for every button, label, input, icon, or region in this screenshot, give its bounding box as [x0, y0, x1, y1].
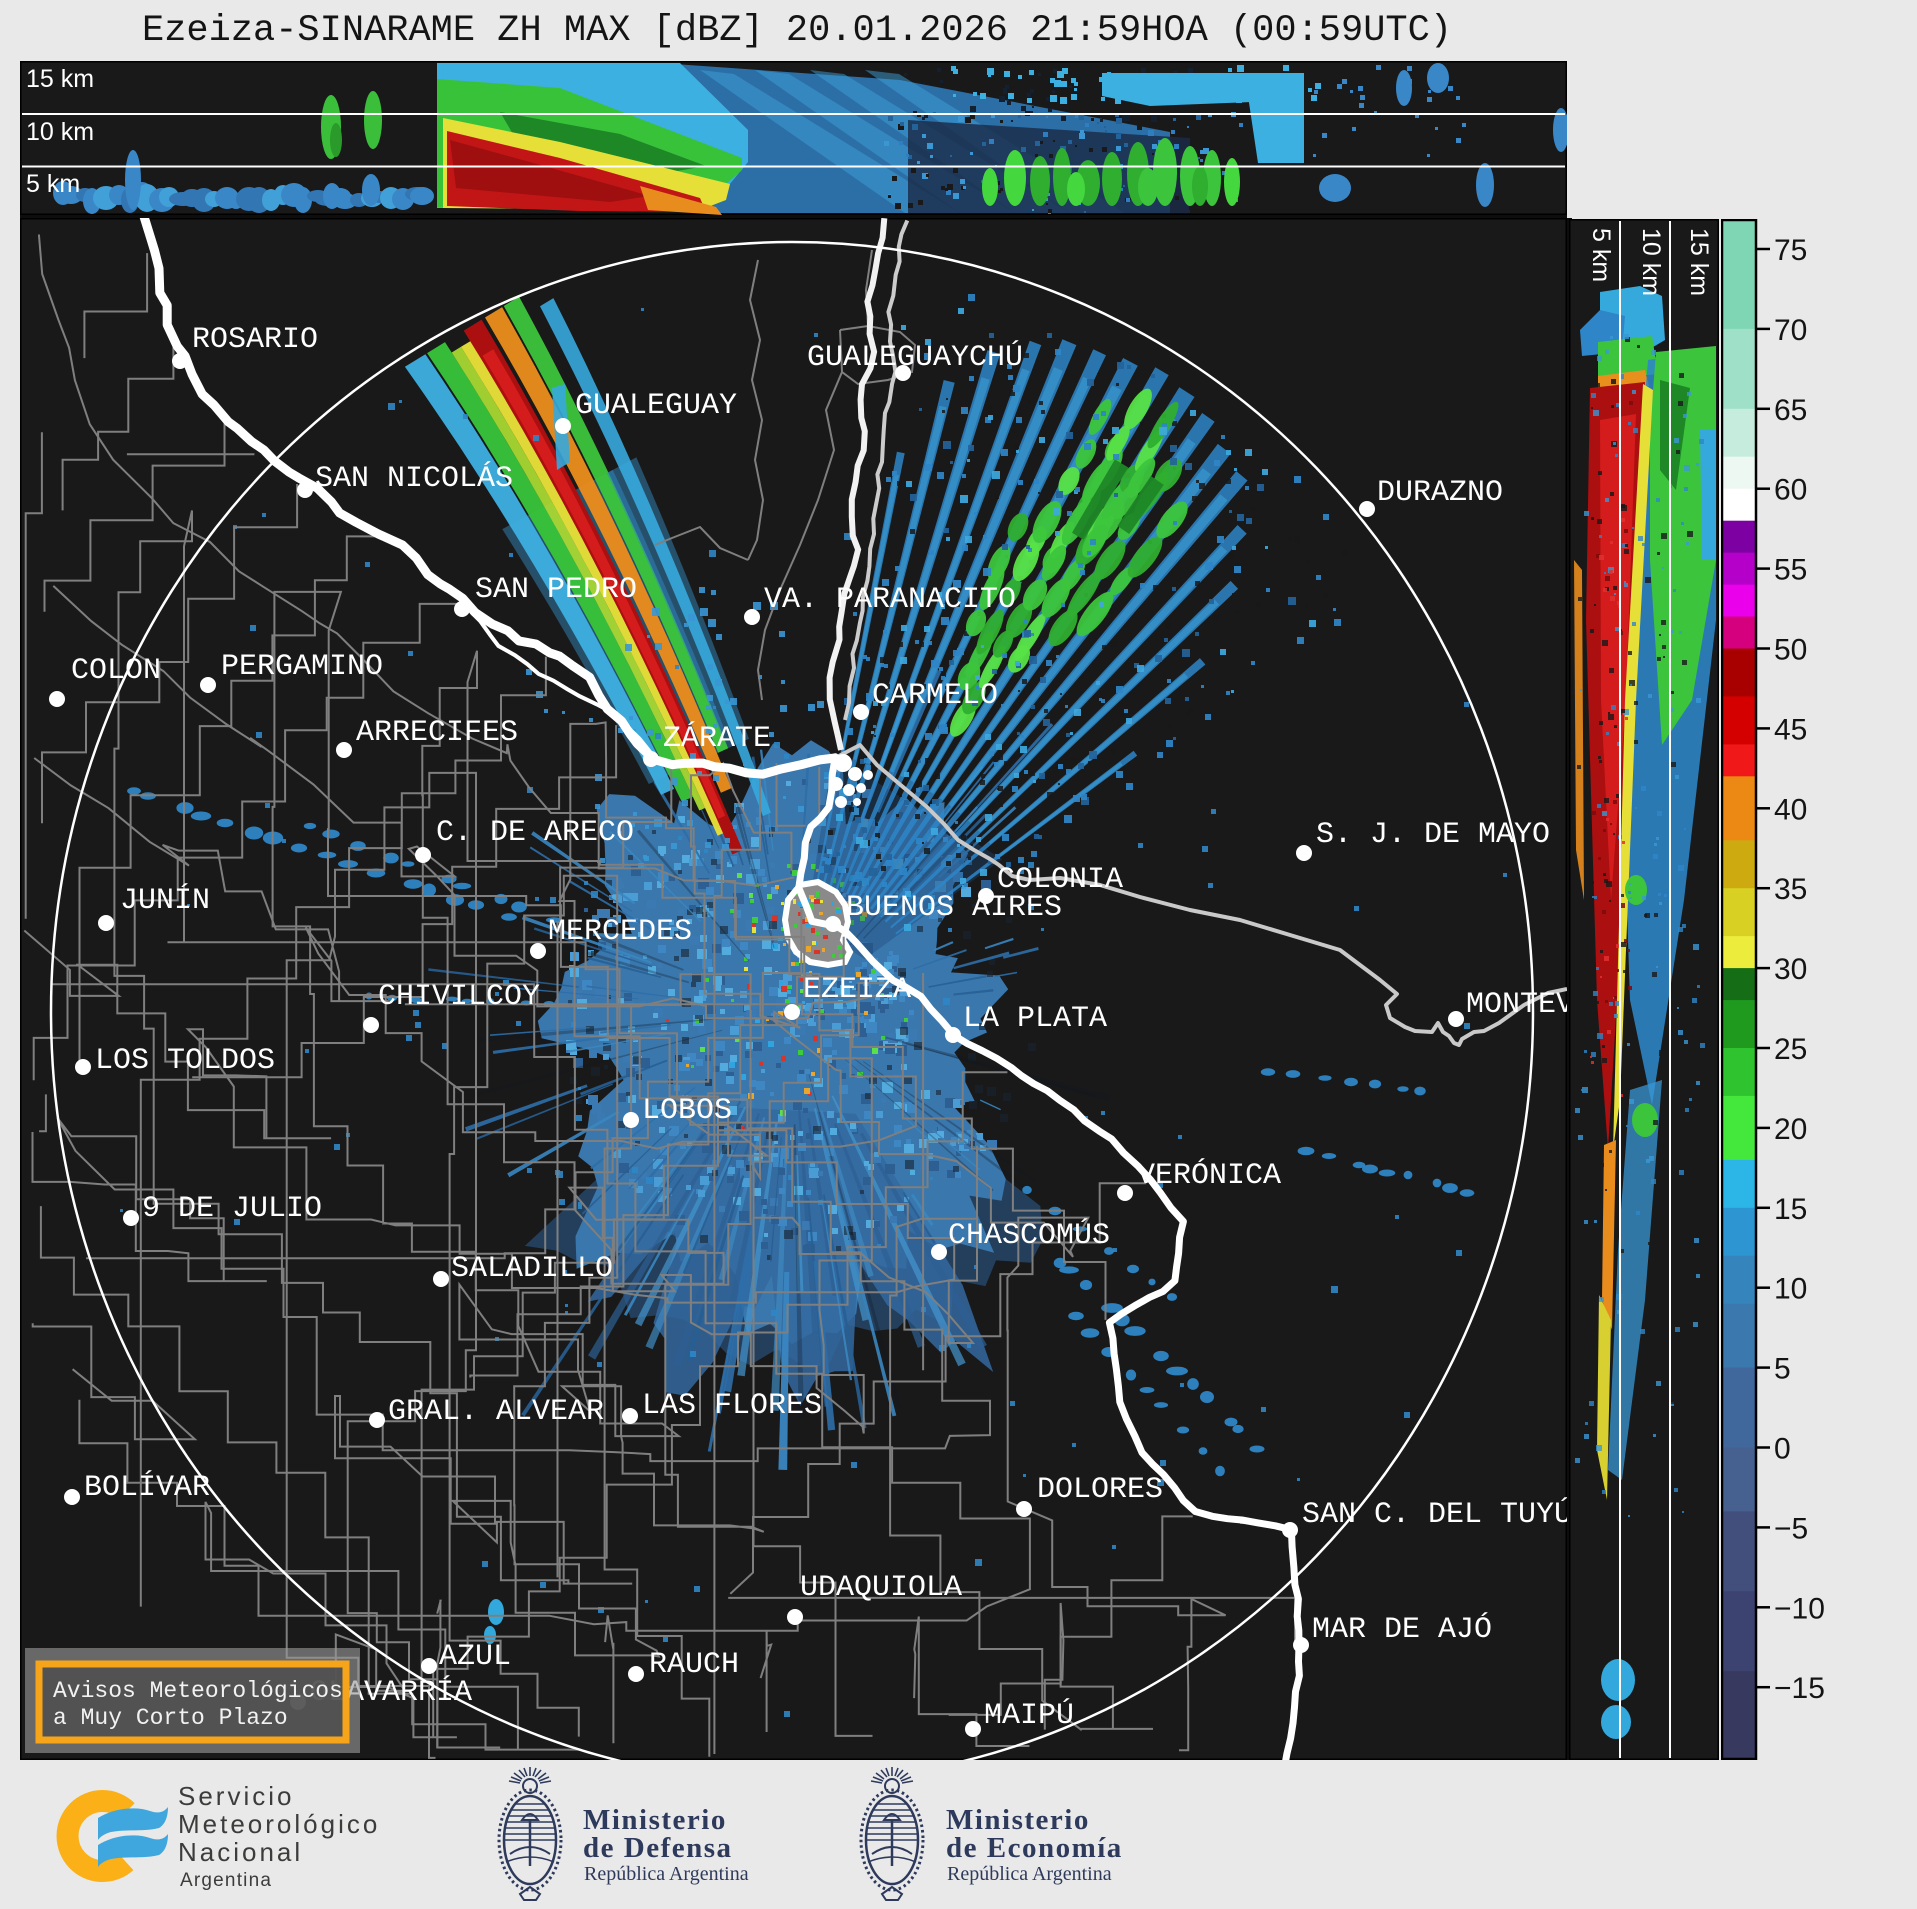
svg-text:RAUCH: RAUCH	[649, 1648, 739, 1682]
svg-text:MAR DE AJÓ: MAR DE AJÓ	[1312, 1612, 1492, 1647]
svg-text:−15: −15	[1774, 1672, 1825, 1705]
svg-text:GUALEGUAY: GUALEGUAY	[575, 389, 737, 423]
svg-text:BOLÍVAR: BOLÍVAR	[84, 1470, 210, 1505]
svg-text:ARRECIFES: ARRECIFES	[356, 716, 518, 750]
svg-text:ROSARIO: ROSARIO	[192, 323, 318, 357]
svg-text:COLON: COLON	[71, 654, 161, 688]
svg-text:−10: −10	[1774, 1592, 1825, 1625]
svg-text:Meteorológico: Meteorológico	[178, 1809, 380, 1839]
svg-text:CHASCOMÚS: CHASCOMÚS	[948, 1218, 1110, 1253]
svg-text:República Argentina: República Argentina	[584, 1863, 749, 1885]
svg-text:Servicio: Servicio	[178, 1781, 294, 1811]
svg-text:ZÁRATE: ZÁRATE	[663, 721, 771, 756]
svg-text:Avisos Meteorológicos: Avisos Meteorológicos	[53, 1678, 343, 1704]
svg-text:10: 10	[1774, 1273, 1807, 1306]
svg-text:LA PLATA: LA PLATA	[963, 1002, 1107, 1036]
svg-text:35: 35	[1774, 873, 1807, 906]
svg-text:UDAQUIOLA: UDAQUIOLA	[800, 1571, 962, 1605]
svg-text:5: 5	[1774, 1353, 1791, 1386]
svg-text:DURAZNO: DURAZNO	[1377, 476, 1503, 510]
svg-text:0: 0	[1774, 1433, 1791, 1466]
svg-text:LOS TOLDOS: LOS TOLDOS	[95, 1044, 275, 1078]
svg-text:45: 45	[1774, 713, 1807, 746]
svg-text:a Muy Corto Plazo: a Muy Corto Plazo	[53, 1705, 288, 1731]
svg-text:9 DE JULIO: 9 DE JULIO	[142, 1192, 322, 1226]
svg-text:BUENOS AIRES: BUENOS AIRES	[846, 891, 1062, 925]
svg-text:GRAL. ALVEAR: GRAL. ALVEAR	[388, 1395, 604, 1429]
svg-text:Ministerio: Ministerio	[946, 1804, 1090, 1836]
svg-text:JUNÍN: JUNÍN	[120, 883, 210, 918]
svg-text:S. J. DE MAYO: S. J. DE MAYO	[1316, 818, 1550, 852]
svg-text:30: 30	[1774, 953, 1807, 986]
svg-text:AZUL: AZUL	[439, 1640, 511, 1674]
svg-text:CHIVILCOY: CHIVILCOY	[378, 980, 540, 1014]
svg-text:de Defensa: de Defensa	[583, 1832, 733, 1864]
svg-text:SALADILLO: SALADILLO	[451, 1252, 613, 1286]
svg-text:25: 25	[1774, 1033, 1807, 1066]
svg-text:DOLORES: DOLORES	[1037, 1473, 1163, 1507]
svg-text:GUALEGUAYCHÚ: GUALEGUAYCHÚ	[807, 340, 1023, 375]
svg-text:10 km: 10 km	[1637, 228, 1665, 296]
svg-text:VA. PARANACITO: VA. PARANACITO	[764, 583, 1016, 617]
svg-text:MAIPÚ: MAIPÚ	[984, 1698, 1074, 1733]
svg-text:LOBOS: LOBOS	[642, 1094, 732, 1128]
svg-text:EZEIZA: EZEIZA	[803, 973, 911, 1007]
svg-text:VERÓNICA: VERÓNICA	[1137, 1158, 1281, 1193]
svg-text:PERGAMINO: PERGAMINO	[221, 650, 383, 684]
svg-text:Argentina: Argentina	[180, 1870, 272, 1891]
svg-text:5 km: 5 km	[1587, 228, 1615, 282]
svg-text:65: 65	[1774, 394, 1807, 427]
svg-text:20: 20	[1774, 1113, 1807, 1146]
svg-text:15: 15	[1774, 1193, 1807, 1226]
svg-text:15 km: 15 km	[26, 65, 94, 93]
svg-text:República Argentina: República Argentina	[947, 1863, 1112, 1885]
svg-text:SAN C. DEL TUYÚ: SAN C. DEL TUYÚ	[1302, 1497, 1567, 1532]
svg-text:60: 60	[1774, 474, 1807, 507]
svg-text:CARMELO: CARMELO	[872, 679, 998, 713]
svg-text:SAN NICOLÁS: SAN NICOLÁS	[315, 461, 513, 496]
svg-text:50: 50	[1774, 634, 1807, 667]
svg-text:75: 75	[1774, 234, 1807, 267]
svg-text:LAS FLORES: LAS FLORES	[642, 1389, 822, 1423]
svg-text:Ministerio: Ministerio	[583, 1804, 727, 1836]
svg-text:5 km: 5 km	[26, 170, 80, 198]
svg-text:SAN PEDRO: SAN PEDRO	[475, 573, 637, 607]
svg-text:10 km: 10 km	[26, 118, 94, 146]
svg-text:MONTEVIDEO: MONTEVIDEO	[1466, 988, 1567, 1022]
svg-text:70: 70	[1774, 314, 1807, 347]
svg-text:15 km: 15 km	[1685, 228, 1713, 296]
svg-text:de Economía: de Economía	[946, 1832, 1123, 1864]
svg-text:55: 55	[1774, 554, 1807, 587]
svg-text:COLONIA: COLONIA	[997, 863, 1123, 897]
svg-text:40: 40	[1774, 793, 1807, 826]
svg-text:−5: −5	[1774, 1512, 1808, 1545]
svg-text:Nacional: Nacional	[178, 1837, 303, 1867]
svg-text:C. DE ARECO: C. DE ARECO	[436, 816, 634, 850]
svg-text:MERCEDES: MERCEDES	[548, 915, 692, 949]
